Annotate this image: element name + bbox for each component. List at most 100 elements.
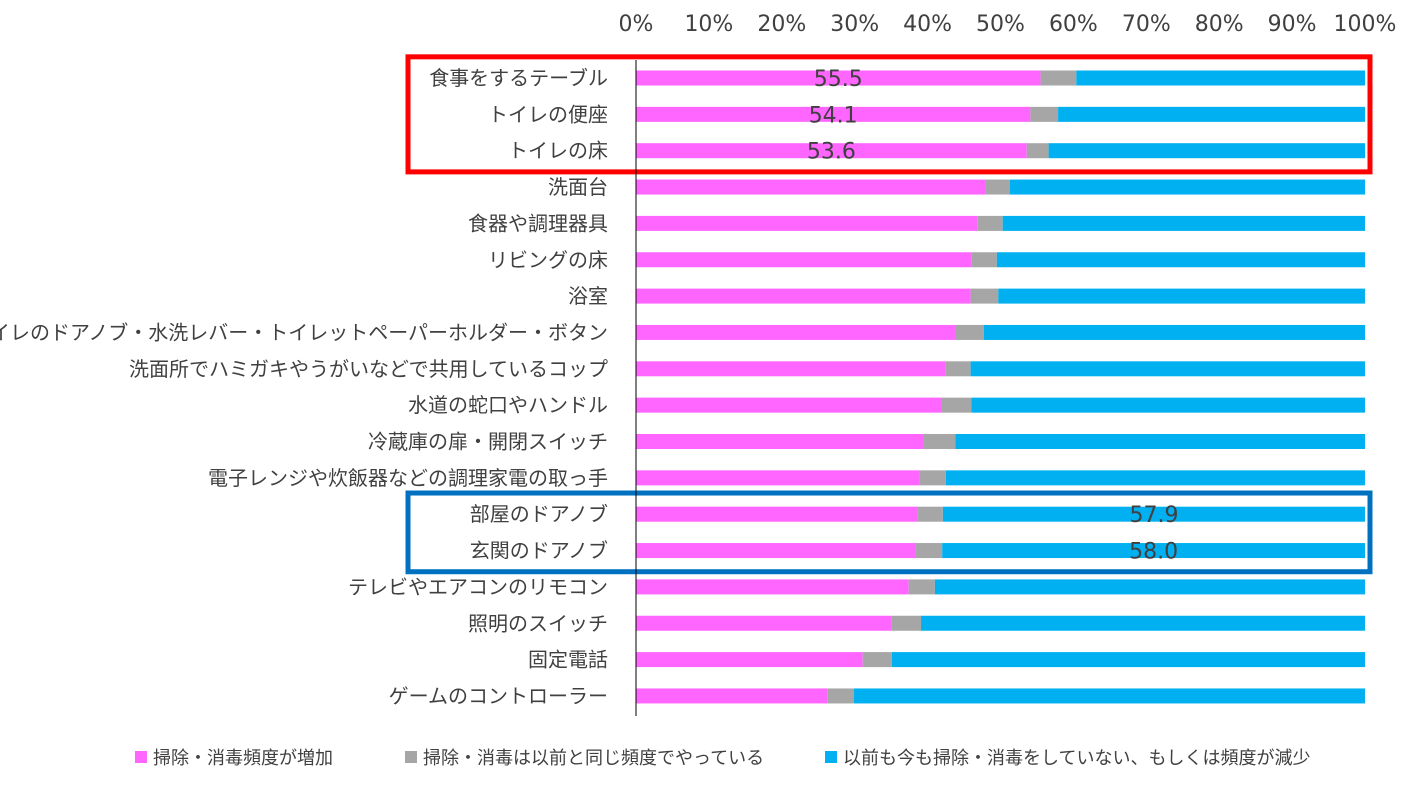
data-label: 57.9 [1129, 503, 1178, 528]
legend-item: 掃除・消毒は以前と同じ頻度でやっている [405, 744, 764, 770]
bar-segment [985, 179, 1010, 195]
bar-segment [636, 543, 916, 559]
category-label: 固定電話 [528, 648, 608, 672]
legend: 掃除・消毒頻度が増加 掃除・消毒は以前と同じ頻度でやっている 以前も今も掃除・消毒を… [0, 744, 1426, 774]
legend-swatch [405, 751, 417, 763]
legend-swatch [825, 751, 837, 763]
bar-segment [636, 652, 863, 668]
category-label: ゲームのコントローラー [389, 684, 608, 708]
data-label: 58.0 [1129, 540, 1178, 565]
category-label: 食器や調理器具 [468, 211, 608, 235]
bar-segment [1026, 143, 1049, 159]
x-tick-label: 40% [903, 12, 952, 37]
x-tick-label: 100% [1334, 12, 1397, 37]
bar-segment [945, 470, 1365, 486]
category-labels: 食事をするテーブルトイレの便座トイレの床洗面台食器や調理器具リビングの床浴室トイ… [0, 66, 608, 708]
category-label: 部屋のドアノブ [470, 502, 608, 526]
legend-item: 以前も今も掃除・消毒をしていない、もしくは頻度が減少 [825, 744, 1310, 770]
bar-segment [1058, 106, 1365, 122]
category-label: 照明のスイッチ [468, 611, 608, 635]
bar-segment [636, 70, 1041, 86]
legend-label: 掃除・消毒頻度が増加 [153, 748, 333, 769]
bar-segment [919, 470, 946, 486]
bar-segment [827, 688, 854, 704]
x-tick-label: 30% [830, 12, 879, 37]
bar-segment [636, 252, 972, 268]
legend-swatch [135, 751, 147, 763]
bar-segment [853, 688, 1365, 704]
bar-segment [1002, 215, 1365, 231]
highlight-box [405, 54, 1373, 175]
category-label: 浴室 [568, 284, 608, 308]
bar-segment [636, 106, 1031, 122]
category-label: 食事をするテーブル [429, 66, 608, 90]
bar-segment [956, 324, 984, 340]
bar-segment [636, 324, 957, 340]
bar-segment [891, 615, 922, 631]
highlight-boxes [405, 54, 1373, 575]
bar-segment [970, 361, 1365, 377]
data-label: 53.6 [807, 140, 856, 165]
bar-segment [1076, 70, 1365, 86]
bar-segment [636, 361, 946, 377]
category-label: トイレの床 [508, 139, 608, 163]
data-labels: 55.5 54.1 53.6 57.9 58.0 [807, 67, 1179, 565]
bar-segment [923, 434, 956, 449]
x-tick-label: 20% [757, 12, 806, 37]
bar-segment [636, 688, 828, 704]
category-label: トイレの便座 [488, 102, 608, 126]
bar-segment [942, 543, 1365, 559]
category-label: 水道の蛇口やハンドル [408, 393, 608, 417]
category-label: 玄関のドアノブ [470, 539, 608, 563]
bar-segment [636, 215, 978, 231]
x-tick-label: 90% [1268, 12, 1317, 37]
category-label: 電子レンジや炊飯器などの調理家電の取っ手 [208, 466, 608, 490]
x-tick-label: 60% [1049, 12, 1098, 37]
x-axis-ticks: 0% 10% 20% 30% 40% 50% 60% 70% 80% 90% 100% [619, 12, 1397, 37]
bar-segment [983, 324, 1365, 340]
legend-item: 掃除・消毒頻度が増加 [135, 744, 333, 770]
bar-segment [636, 288, 971, 304]
stacked-bar-chart: 0% 10% 20% 30% 40% 50% 60% 70% 80% 90% 100% 食事をするテ… [0, 12, 1397, 716]
bar-segment [636, 179, 986, 195]
x-tick-label: 0% [619, 12, 654, 37]
highlight-box [405, 490, 1373, 575]
bar-segment [862, 652, 892, 668]
bar-segment [977, 215, 1003, 231]
x-tick-label: 70% [1122, 12, 1171, 37]
bars-group [636, 70, 1365, 704]
legend-label: 掃除・消毒は以前と同じ頻度でやっている [423, 748, 765, 769]
bar-segment [1048, 143, 1365, 159]
data-label: 54.1 [809, 103, 858, 128]
category-label: 洗面台 [548, 175, 608, 199]
bar-segment [915, 543, 943, 559]
bar-segment [1030, 106, 1059, 122]
bar-segment [636, 143, 1027, 159]
bar-segment [971, 252, 997, 268]
bar-segment [908, 579, 935, 595]
data-label: 55.5 [814, 67, 863, 92]
bar-segment [636, 470, 920, 486]
x-tick-label: 50% [976, 12, 1025, 37]
bar-segment [636, 397, 942, 413]
category-label: 洗面所でハミガキやうがいなどで共用しているコップ [129, 357, 608, 381]
bar-segment [945, 361, 971, 377]
legend-label: 以前も今も掃除・消毒をしていない、もしくは頻度が減少 [843, 748, 1311, 769]
bar-segment [1040, 70, 1077, 86]
bar-segment [636, 506, 918, 522]
category-label: テレビやエアコンのリモコン [348, 575, 608, 599]
bar-segment [636, 434, 924, 449]
bar-segment [942, 506, 1365, 522]
x-tick-label: 10% [684, 12, 733, 37]
bar-segment [917, 506, 943, 522]
bar-segment [934, 579, 1365, 595]
x-tick-label: 80% [1195, 12, 1244, 37]
bar-segment [970, 288, 999, 304]
bar-segment [636, 579, 909, 595]
bar-segment [921, 615, 1365, 631]
bar-segment [941, 397, 972, 413]
category-label: 冷蔵庫の扉・開閉スイッチ [368, 430, 608, 454]
bar-segment [1009, 179, 1365, 195]
category-label: リビングの床 [488, 248, 608, 272]
bar-segment [891, 652, 1365, 668]
